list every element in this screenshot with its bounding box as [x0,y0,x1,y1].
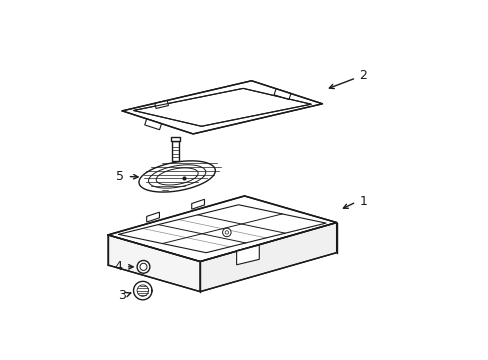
Text: 2: 2 [359,69,366,82]
Circle shape [140,263,147,270]
Polygon shape [170,137,180,141]
Polygon shape [146,212,159,222]
Polygon shape [171,141,179,161]
Polygon shape [144,119,161,130]
Polygon shape [155,100,168,108]
Polygon shape [139,161,215,192]
Text: 3: 3 [118,289,126,302]
Text: 5: 5 [116,170,123,183]
Text: 4: 4 [114,260,122,273]
Polygon shape [274,89,290,100]
Circle shape [222,228,231,237]
Polygon shape [122,81,322,134]
Polygon shape [236,245,259,265]
Polygon shape [108,235,200,292]
Polygon shape [191,199,204,209]
Polygon shape [200,222,336,292]
Text: 1: 1 [359,195,366,208]
Circle shape [224,231,228,234]
Polygon shape [108,196,336,261]
Circle shape [137,260,149,273]
